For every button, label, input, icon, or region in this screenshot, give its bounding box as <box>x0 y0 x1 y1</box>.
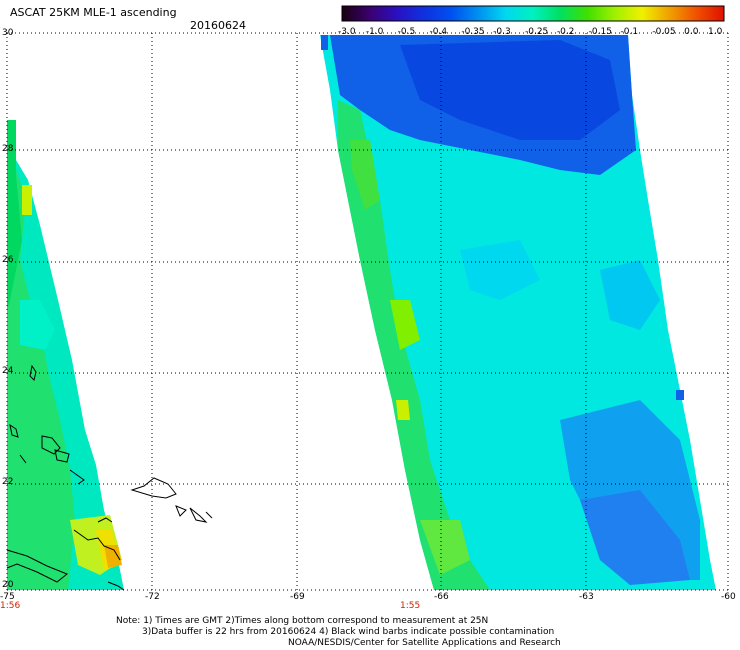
colorbar-label: 0.0 <box>684 27 699 37</box>
note-line-1: Note: 1) Times are GMT 2)Times along bot… <box>116 616 489 626</box>
colorbar-label: -0.15 <box>588 27 612 37</box>
lon-label-75: -75 <box>0 592 15 602</box>
lon-label-63: -63 <box>579 592 594 602</box>
colorbar-label: -0.1 <box>620 27 639 37</box>
lat-label-28: 28 <box>2 144 14 154</box>
colorbar-label: -0.5 <box>397 27 416 37</box>
lon-label-66: -66 <box>434 592 449 602</box>
colorbar-label: -0.05 <box>652 27 676 37</box>
colorbar-label: 1.0 <box>708 27 723 37</box>
lat-label-30: 30 <box>2 28 14 38</box>
colorbar-label: -0.35 <box>461 27 485 37</box>
colorbar <box>341 5 725 22</box>
product-title: ASCAT 25KM MLE-1 ascending <box>10 6 177 19</box>
time-mid: 1:55 <box>400 601 421 611</box>
right-swath <box>320 35 716 590</box>
colorbar-label: -3.0 <box>338 27 356 37</box>
lat-label-20: 20 <box>2 580 14 590</box>
time-left: 1:56 <box>0 601 21 611</box>
lat-label-22: 22 <box>2 477 14 487</box>
colorbar-label: -0.4 <box>429 27 448 37</box>
footnotes: Note: 1) Times are GMT 2)Times along bot… <box>116 616 561 649</box>
lat-label-26: 26 <box>2 255 14 265</box>
graticule <box>6 32 729 591</box>
colorbar-label: -0.2 <box>556 27 575 37</box>
note-line-3: NOAA/NESDIS/Center for Satellite Applica… <box>288 638 561 648</box>
colorbar-label: -1.0 <box>365 27 384 37</box>
product-date: 20160624 <box>190 19 246 32</box>
lon-label-60: -60 <box>721 592 736 602</box>
colorbar-label: -0.25 <box>525 27 549 37</box>
colorbar-label: -0.3 <box>493 27 511 37</box>
colorbar-gradient <box>341 5 725 22</box>
lon-label-69: -69 <box>290 592 305 602</box>
note-line-2: 3)Data buffer is 22 hrs from 20160624 4)… <box>142 627 555 637</box>
lat-label-24: 24 <box>2 366 14 376</box>
lon-label-72: -72 <box>145 592 160 602</box>
left-swath <box>7 120 124 590</box>
coastlines <box>6 364 213 591</box>
